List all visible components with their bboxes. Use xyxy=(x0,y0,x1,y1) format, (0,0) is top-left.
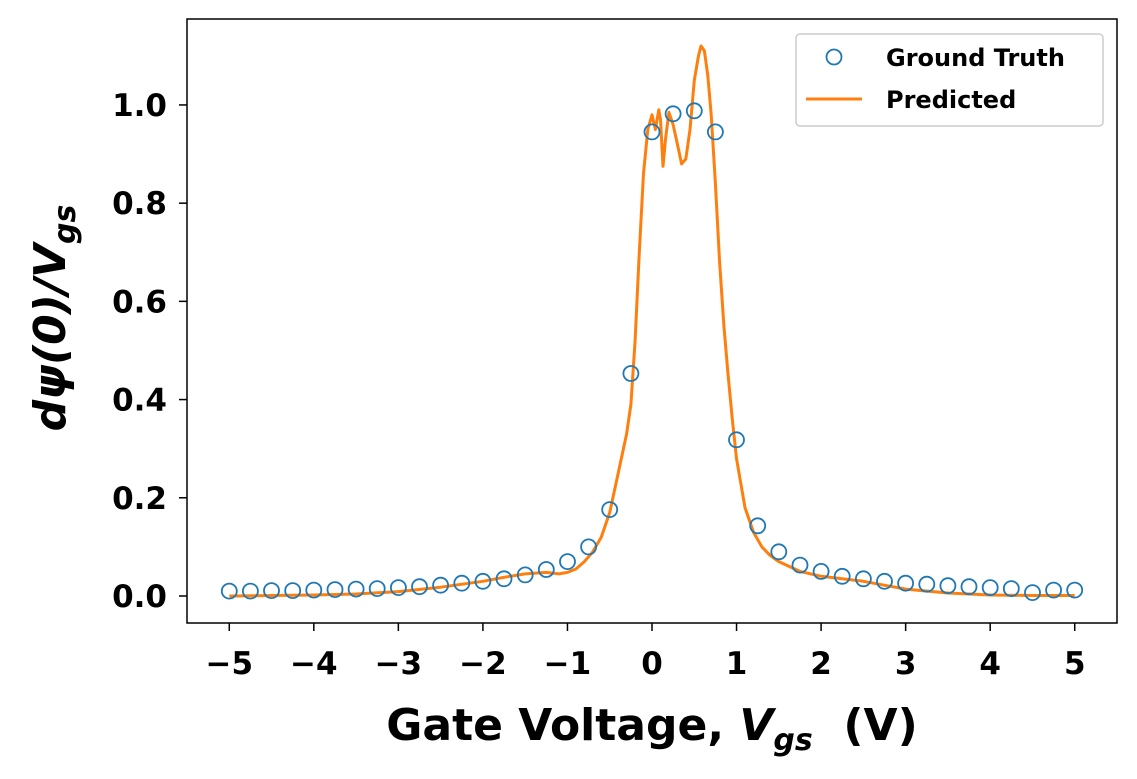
ground-truth-point xyxy=(284,582,302,599)
y-axis-label-sub: gs xyxy=(48,205,83,244)
ground-truth-point xyxy=(411,578,428,596)
x-tick-label: −4 xyxy=(290,646,338,682)
ground-truth-point xyxy=(347,580,365,598)
predicted-series xyxy=(229,44,1075,598)
x-tick-label: −5 xyxy=(205,646,253,682)
x-axis-label-sub: gs xyxy=(773,723,812,758)
ground-truth-point xyxy=(1045,581,1062,599)
ground-truth-point xyxy=(622,365,640,382)
y-axis-ticks: 0.0 0.2 0.4 0.6 0.8 1.0 xyxy=(112,88,187,615)
ground-truth-point xyxy=(1066,581,1084,599)
ground-truth-point xyxy=(749,517,767,535)
y-axis-label: dψ(0)/Vgs xyxy=(25,205,83,432)
x-axis-label-main: Gate Voltage, xyxy=(386,700,739,751)
y-tick-label: 0.4 xyxy=(112,383,167,419)
ground-truth-point xyxy=(707,123,724,141)
x-axis-label-unit: (V) xyxy=(813,700,918,751)
x-tick-label: 5 xyxy=(1064,646,1086,682)
y-tick-label: 0.2 xyxy=(112,481,167,517)
ground-truth-point xyxy=(241,582,259,600)
legend-predicted-label: Predicted xyxy=(886,86,1016,114)
ground-truth-point xyxy=(453,574,471,592)
x-axis-label-var: V xyxy=(739,700,776,751)
x-tick-label: −2 xyxy=(459,646,507,682)
ground-truth-point xyxy=(1024,584,1041,601)
x-tick-label: 3 xyxy=(895,646,917,682)
x-tick-label: 0 xyxy=(641,646,663,682)
y-tick-label: 0.0 xyxy=(112,579,167,615)
ground-truth-point xyxy=(326,581,344,598)
ground-truth-point xyxy=(305,581,323,599)
ground-truth-point xyxy=(263,582,280,599)
ground-truth-point xyxy=(897,574,914,592)
legend: Ground Truth Predicted xyxy=(795,33,1104,127)
ground-truth-point xyxy=(939,577,957,595)
ground-truth-point xyxy=(474,572,492,590)
ground-truth-point xyxy=(1002,580,1020,597)
ground-truth-series xyxy=(220,102,1084,601)
x-axis-label: Gate Voltage, Vgs (V) xyxy=(386,700,917,758)
ground-truth-point xyxy=(389,579,407,596)
ground-truth-point xyxy=(220,582,238,600)
x-tick-label: 2 xyxy=(810,646,832,682)
ground-truth-point xyxy=(643,123,661,141)
ground-truth-point xyxy=(855,570,872,588)
ground-truth-point xyxy=(368,580,386,597)
ground-truth-point xyxy=(537,561,555,578)
ground-truth-point xyxy=(664,105,682,123)
legend-ground-truth-label: Ground Truth xyxy=(886,44,1065,72)
y-axis-label-var: V xyxy=(25,241,76,278)
ground-truth-point xyxy=(559,553,576,570)
ground-truth-point xyxy=(580,538,597,556)
ground-truth-point xyxy=(876,572,893,590)
ground-truth-point xyxy=(601,501,619,519)
ground-truth-point xyxy=(516,566,534,584)
x-tick-label: 1 xyxy=(726,646,748,682)
ground-truth-point xyxy=(833,567,851,585)
predicted-line xyxy=(229,44,1075,598)
y-tick-label: 0.6 xyxy=(112,284,167,320)
x-axis-ticks: −5 −4 −3 −2 −1 0 1 2 3 4 5 xyxy=(205,623,1086,682)
legend-box xyxy=(795,33,1104,127)
plot-frame xyxy=(186,18,1118,624)
ground-truth-point xyxy=(770,543,788,561)
ground-truth-point xyxy=(791,556,809,574)
ground-truth-point xyxy=(981,579,999,596)
ground-truth-point xyxy=(728,431,745,449)
legend-ground-truth-marker xyxy=(825,48,843,66)
x-tick-label: −3 xyxy=(375,646,423,682)
ground-truth-point xyxy=(432,576,450,594)
ground-truth-point xyxy=(812,563,830,580)
x-tick-label: −1 xyxy=(544,646,592,682)
ground-truth-point xyxy=(685,102,703,120)
ground-truth-point xyxy=(495,570,513,588)
y-tick-label: 1.0 xyxy=(112,88,167,124)
ground-truth-point xyxy=(918,575,936,593)
y-axis-label-main: dψ(0)/ xyxy=(25,274,76,431)
ground-truth-point xyxy=(960,578,978,596)
y-tick-label: 0.8 xyxy=(112,186,167,222)
x-tick-label: 4 xyxy=(979,646,1001,682)
